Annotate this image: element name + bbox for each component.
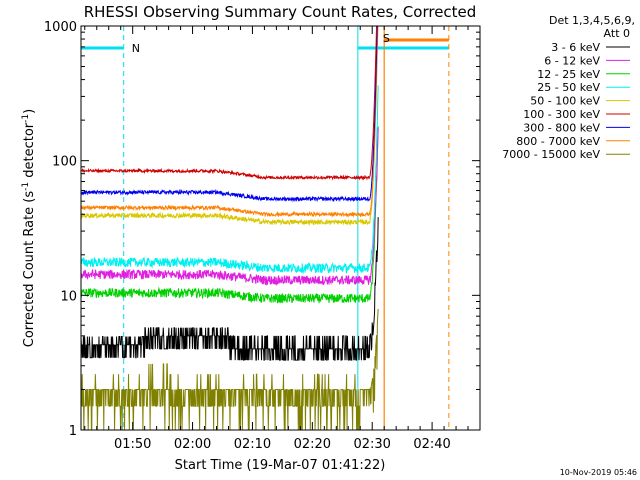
x-tick-label: 02:10 [234,437,271,452]
x-axis: 01:50 02:00 02:10 02:20 02:30 02:40 [84,26,469,452]
chart-title: RHESSI Observing Summary Count Rates, Co… [84,3,477,21]
axes-frame [80,25,481,431]
series-line-2 [81,126,379,304]
y-axis-label: Corrected Count Rate (s-1 detector-1) [21,109,37,347]
legend-label: 7000 - 15000 keV [502,148,600,161]
legend-title-line2: Att 0 [604,27,630,40]
series-line-1 [81,128,379,287]
saa-label: S [383,32,390,45]
x-tick-label: 02:30 [353,437,390,452]
legend-label: 100 - 300 keV [523,108,600,121]
night-label: N [132,42,140,55]
series-line-7 [81,26,379,218]
series-line-3 [81,85,379,275]
legend-label: 12 - 25 keV [537,68,600,81]
series-line-6 [81,26,378,203]
legend-title-line1: Det 1,3,4,5,6,9, [549,14,635,27]
series-line-5 [81,26,378,181]
series-line-0 [81,217,379,361]
legend-label: 800 - 7000 keV [516,135,600,148]
x-tick-label: 02:00 [174,437,211,452]
x-tick-label: 01:50 [114,437,151,452]
y-tick-label: 1 [69,424,77,439]
legend-label: 300 - 800 keV [523,121,600,134]
x-tick-label: 02:20 [294,437,331,452]
legend-label: 3 - 6 keV [551,41,600,54]
legend-label: 6 - 12 keV [544,54,600,67]
y-axis: 1 10 100 1000 [44,20,480,439]
y-tick-label: 100 [52,155,77,170]
series-line-8 [81,308,379,430]
plot-area: NS [81,26,450,430]
x-axis-label: Start Time (19-Mar-07 01:41:22) [175,458,386,473]
y-tick-label: 1000 [44,20,77,35]
legend-label: 50 - 100 keV [530,95,600,108]
legend-label: 25 - 50 keV [537,81,600,94]
timestamp: 10-Nov-2019 05:46 [560,468,637,477]
series-line-4 [81,26,379,227]
x-tick-label: 02:40 [413,437,450,452]
y-tick-label: 10 [60,289,77,304]
